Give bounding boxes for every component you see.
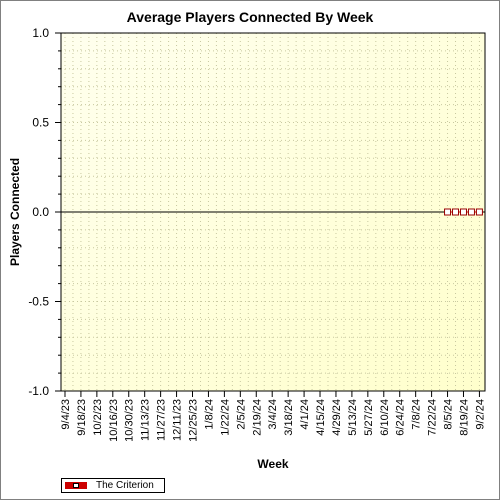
- y-axis-label: Players Connected: [8, 158, 22, 266]
- x-axis: 9/4/23 9/18/23 10/2/23 10/16/23 10/30/23 11/1…: [60, 391, 486, 442]
- x-tick-label: 12/25/23: [188, 399, 200, 442]
- x-tick-label: 11/27/23: [156, 399, 168, 441]
- legend: The Criterion: [61, 478, 165, 493]
- x-axis-label: Week: [257, 457, 289, 471]
- x-tick-label: 10/2/23: [92, 399, 104, 436]
- x-tick-label: 5/27/24: [363, 399, 375, 436]
- x-tick-label: 10/30/23: [124, 399, 136, 442]
- x-tick-label: 12/11/23: [172, 399, 184, 441]
- x-tick-label: 4/1/24: [299, 399, 311, 430]
- legend-label: The Criterion: [96, 480, 154, 491]
- data-point: [452, 208, 460, 216]
- data-point: [475, 208, 483, 216]
- y-tick-label: 0.0: [32, 205, 49, 219]
- x-tick-label: 3/18/24: [283, 399, 295, 436]
- x-tick-label: 7/8/24: [411, 399, 423, 430]
- series-the-criterion: [444, 208, 483, 216]
- x-tick-label: 2/19/24: [251, 399, 263, 436]
- x-tick-label: 9/4/23: [60, 399, 72, 430]
- x-tick-label: 7/22/24: [427, 399, 439, 436]
- y-axis: 1.0 0.5 0.0 -0.5 -1.0: [28, 26, 61, 398]
- data-point: [444, 208, 452, 216]
- x-tick-label: 10/16/23: [108, 399, 120, 442]
- x-tick-label: 9/18/23: [76, 399, 88, 436]
- x-tick-label: 9/2/24: [474, 399, 486, 430]
- x-tick-label: 8/19/24: [458, 399, 470, 436]
- x-tick-label: 4/29/24: [331, 399, 343, 436]
- x-tick-label: 6/10/24: [379, 399, 391, 436]
- x-tick-label: 2/5/24: [235, 399, 247, 430]
- legend-swatch: [65, 482, 87, 489]
- data-point: [467, 208, 475, 216]
- x-tick-label: 11/13/23: [140, 399, 152, 441]
- x-tick-label: 5/13/24: [347, 399, 359, 436]
- chart-title: Average Players Connected By Week: [126, 9, 374, 25]
- x-tick-label: 1/22/24: [219, 399, 231, 436]
- y-tick-label: 1.0: [32, 26, 49, 40]
- x-tick-label: 4/15/24: [315, 399, 327, 436]
- x-tick-label: 6/24/24: [395, 399, 407, 436]
- y-tick-label: 0.5: [32, 116, 49, 130]
- data-point: [459, 208, 467, 216]
- x-tick-label: 3/4/24: [267, 399, 279, 430]
- x-tick-label: 1/8/24: [203, 399, 215, 430]
- y-tick-label: -0.5: [28, 295, 49, 309]
- x-tick-label: 8/5/24: [443, 399, 455, 430]
- y-tick-label: -1.0: [28, 384, 49, 398]
